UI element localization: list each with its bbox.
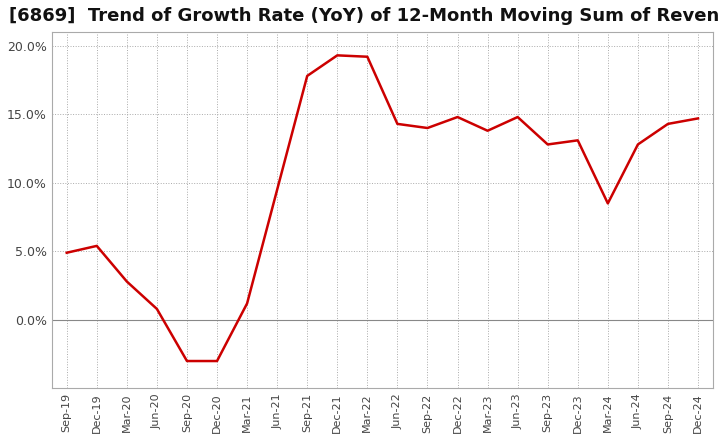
Title: [6869]  Trend of Growth Rate (YoY) of 12-Month Moving Sum of Revenues: [6869] Trend of Growth Rate (YoY) of 12-… [9,7,720,25]
